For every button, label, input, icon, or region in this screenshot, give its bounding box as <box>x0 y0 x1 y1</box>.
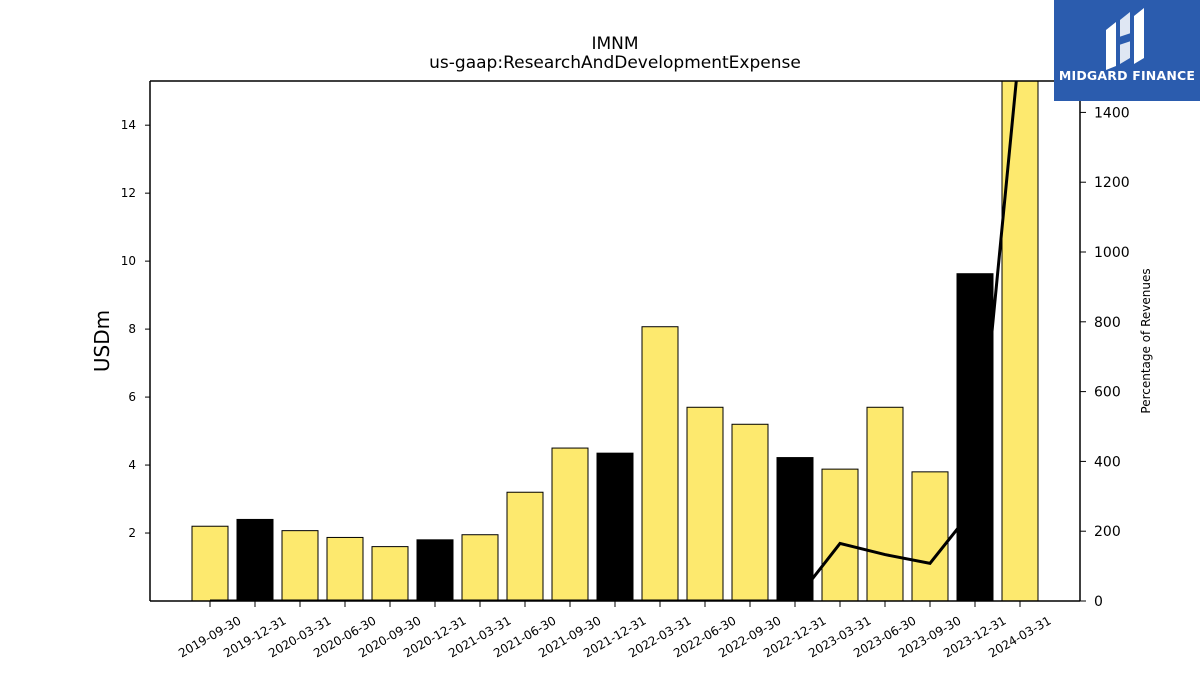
bar-2019-12-31 <box>236 518 274 602</box>
bar-2022-06-30 <box>686 406 724 602</box>
percentage-line <box>210 81 1018 601</box>
bar-2020-12-31 <box>416 539 454 602</box>
y2-tick-label-1000: 1000 <box>1094 245 1130 261</box>
bar-2022-03-31 <box>641 326 679 602</box>
y2-axis-label: Percentage of Revenues <box>1139 268 1153 413</box>
y2-tick-label-600: 600 <box>1094 385 1121 401</box>
y2-tick-label-1400: 1400 <box>1094 105 1130 121</box>
bar-2023-12-31 <box>956 273 994 602</box>
y2-tick-label-400: 400 <box>1094 454 1121 470</box>
y2-tick-label-0: 0 <box>1094 594 1103 610</box>
line-layer <box>210 81 1018 601</box>
y-tick-label-14: 14 <box>121 118 136 132</box>
bar-2019-09-30 <box>191 525 229 602</box>
bar-2023-03-31 <box>821 468 859 602</box>
bars-group <box>191 80 1039 602</box>
bar-2020-09-30 <box>371 546 409 602</box>
y2-tick-label-800: 800 <box>1094 315 1121 331</box>
chart-title: IMNM <box>591 34 638 54</box>
y-tick-label-12: 12 <box>121 186 136 200</box>
bar-2020-03-31 <box>281 530 319 602</box>
chart-subtitle: us-gaap:ResearchAndDevelopmentExpense <box>429 53 801 73</box>
y-tick-label-4: 4 <box>128 458 136 472</box>
y-tick-label-8: 8 <box>128 322 136 336</box>
bar-2021-09-30 <box>551 447 589 602</box>
bar-2023-09-30 <box>911 471 949 602</box>
logo-mark-icon <box>1106 8 1144 70</box>
bar-2021-03-31 <box>461 534 499 602</box>
y-tick-label-2: 2 <box>128 526 136 540</box>
bar-2023-06-30 <box>866 406 904 602</box>
y-axis-label: USDm <box>90 310 114 372</box>
y-tick-label-6: 6 <box>128 390 136 404</box>
midgard-finance-logo: MIDGARD FINANCE <box>1054 0 1200 101</box>
y2-tick-label-200: 200 <box>1094 524 1121 540</box>
bar-2021-12-31 <box>596 452 634 602</box>
y2-tick-label-1200: 1200 <box>1094 175 1130 191</box>
bar-2022-09-30 <box>731 423 769 602</box>
bar-2022-12-31 <box>776 457 814 602</box>
y-tick-label-10: 10 <box>121 254 136 268</box>
logo-brand-text: MIDGARD FINANCE <box>1058 68 1196 83</box>
bar-2021-06-30 <box>506 491 544 602</box>
bar-2020-06-30 <box>326 536 364 602</box>
